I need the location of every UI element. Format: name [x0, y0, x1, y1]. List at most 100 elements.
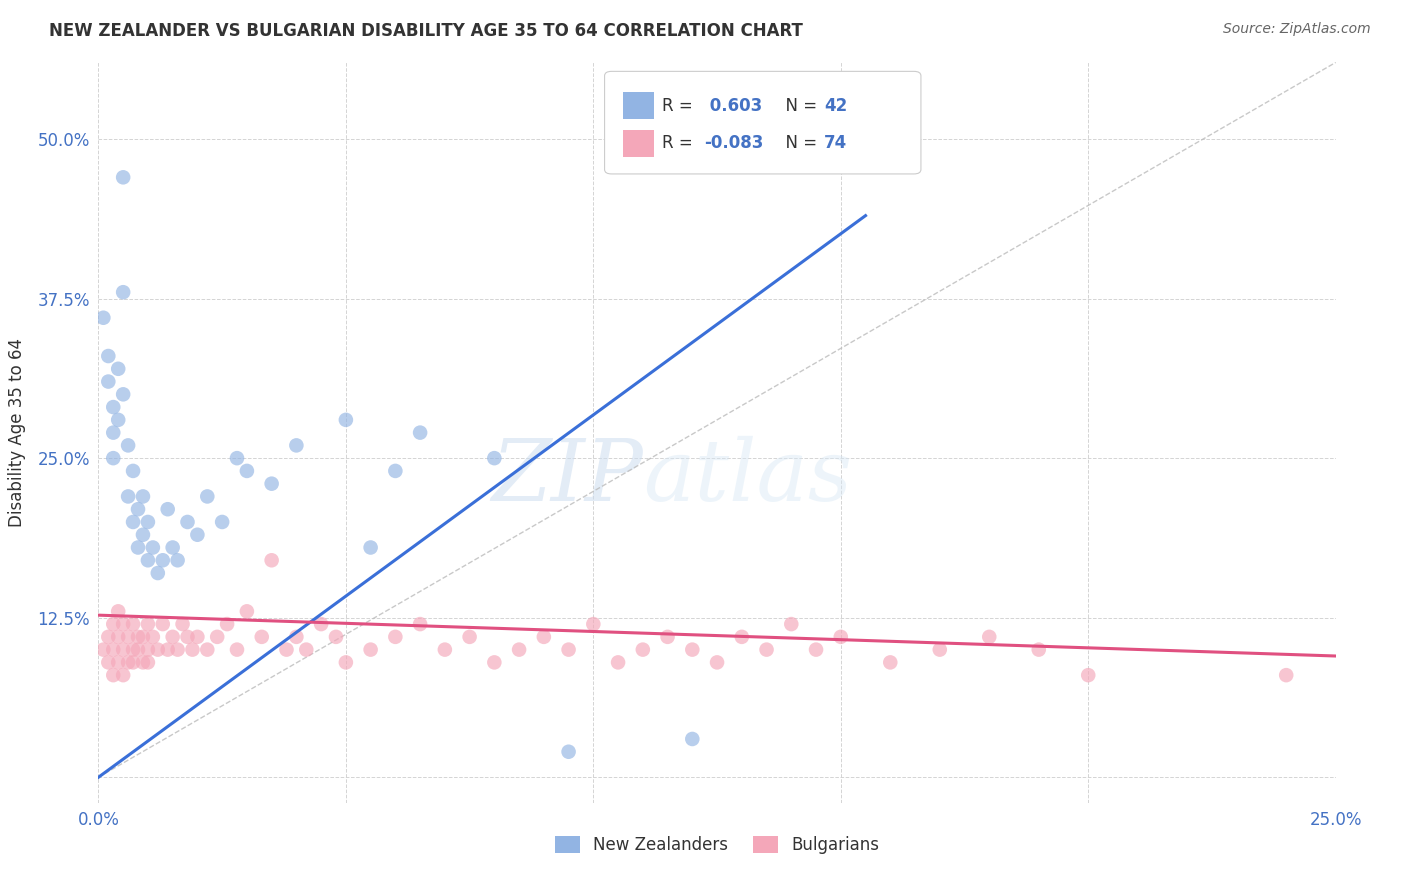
- Point: [122, 656, 145, 670]
- Point: [226, 451, 249, 466]
- Point: [93, 642, 115, 657]
- Point: [107, 361, 129, 376]
- Point: [127, 541, 149, 555]
- Point: [127, 502, 149, 516]
- Point: [152, 617, 174, 632]
- Point: [260, 553, 283, 567]
- Point: [657, 630, 679, 644]
- Point: [152, 553, 174, 567]
- Point: [166, 642, 188, 657]
- Point: [172, 617, 194, 632]
- Point: [433, 642, 456, 657]
- Point: [136, 617, 159, 632]
- Point: [607, 656, 630, 670]
- Point: [195, 642, 218, 657]
- Point: [117, 656, 139, 670]
- Point: [122, 642, 145, 657]
- Point: [127, 630, 149, 644]
- Point: [112, 617, 135, 632]
- Point: [166, 553, 188, 567]
- Point: [117, 438, 139, 452]
- Point: [384, 630, 406, 644]
- Point: [335, 413, 357, 427]
- Point: [97, 656, 120, 670]
- Point: [285, 630, 308, 644]
- Text: R =: R =: [662, 97, 699, 115]
- Point: [112, 642, 135, 657]
- Text: R =: R =: [662, 135, 699, 153]
- Point: [132, 490, 155, 504]
- Point: [136, 656, 159, 670]
- Point: [112, 668, 135, 682]
- Point: [117, 490, 139, 504]
- Point: [107, 630, 129, 644]
- Point: [804, 642, 827, 657]
- Point: [122, 464, 145, 478]
- Point: [830, 630, 852, 644]
- Point: [335, 656, 357, 670]
- Point: [217, 617, 239, 632]
- Legend: New Zealanders, Bulgarians: New Zealanders, Bulgarians: [548, 830, 886, 861]
- Point: [156, 502, 179, 516]
- Point: [557, 642, 579, 657]
- Point: [484, 451, 506, 466]
- Text: N =: N =: [775, 97, 823, 115]
- Point: [107, 656, 129, 670]
- Point: [631, 642, 654, 657]
- Point: [103, 425, 125, 440]
- Point: [112, 285, 135, 300]
- Point: [132, 630, 155, 644]
- Point: [186, 630, 208, 644]
- Y-axis label: Disability Age 35 to 64: Disability Age 35 to 64: [8, 338, 27, 527]
- Point: [309, 617, 332, 632]
- Point: [112, 170, 135, 185]
- Text: 0.603: 0.603: [704, 97, 762, 115]
- Point: [156, 642, 179, 657]
- Point: [484, 656, 506, 670]
- Point: [97, 375, 120, 389]
- Point: [97, 630, 120, 644]
- Text: 42: 42: [824, 97, 848, 115]
- Point: [136, 515, 159, 529]
- Point: [142, 541, 165, 555]
- Point: [285, 438, 308, 452]
- Text: 74: 74: [824, 135, 848, 153]
- Text: NEW ZEALANDER VS BULGARIAN DISABILITY AGE 35 TO 64 CORRELATION CHART: NEW ZEALANDER VS BULGARIAN DISABILITY AG…: [49, 22, 803, 40]
- Point: [250, 630, 273, 644]
- Point: [132, 527, 155, 541]
- Point: [146, 642, 169, 657]
- Point: [176, 630, 198, 644]
- Point: [226, 642, 249, 657]
- Point: [195, 490, 218, 504]
- Text: ZIP: ZIP: [491, 435, 643, 518]
- Point: [731, 630, 754, 644]
- Point: [360, 642, 382, 657]
- Point: [409, 617, 432, 632]
- Point: [132, 656, 155, 670]
- Point: [181, 642, 204, 657]
- Point: [1077, 668, 1099, 682]
- Point: [103, 451, 125, 466]
- Point: [112, 387, 135, 401]
- Point: [136, 553, 159, 567]
- Point: [384, 464, 406, 478]
- Point: [146, 566, 169, 580]
- Point: [205, 630, 228, 644]
- Point: [681, 642, 703, 657]
- Point: [979, 630, 1001, 644]
- Point: [107, 604, 129, 618]
- Point: [360, 541, 382, 555]
- Point: [681, 731, 703, 746]
- Point: [142, 630, 165, 644]
- Point: [136, 642, 159, 657]
- Point: [162, 630, 184, 644]
- Point: [409, 425, 432, 440]
- Point: [103, 642, 125, 657]
- Point: [755, 642, 778, 657]
- Point: [117, 630, 139, 644]
- Text: atlas: atlas: [643, 435, 852, 518]
- Point: [186, 527, 208, 541]
- Point: [97, 349, 120, 363]
- Point: [325, 630, 347, 644]
- Point: [236, 464, 259, 478]
